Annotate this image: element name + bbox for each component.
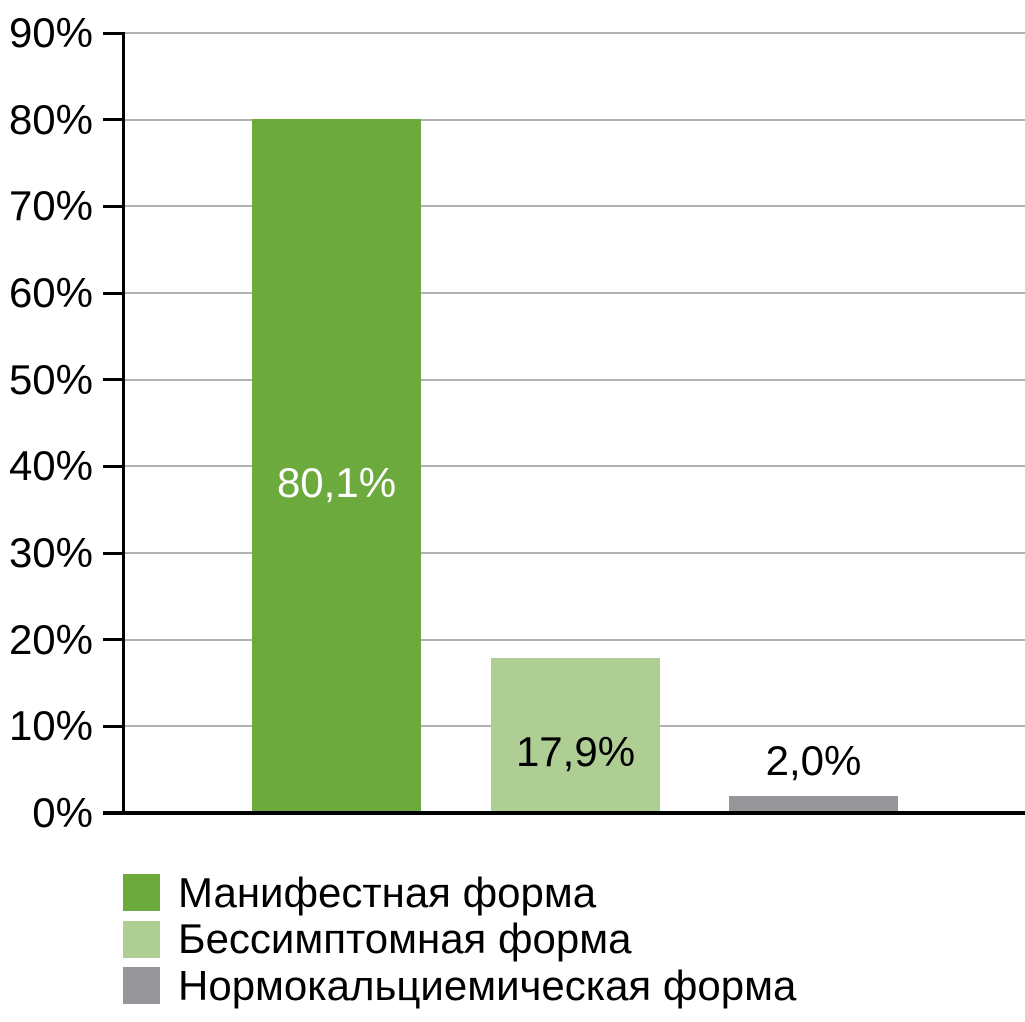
y-axis-tick — [103, 464, 125, 468]
y-axis-tick-label: 0% — [32, 789, 93, 836]
y-axis-tick-label: 40% — [8, 442, 93, 490]
y-axis-tick-label: 80% — [8, 95, 93, 143]
y-axis-tick — [103, 291, 125, 295]
gridline — [125, 205, 1025, 208]
y-axis-tick — [103, 724, 125, 728]
gridline — [125, 638, 1025, 641]
y-axis-tick-label: 50% — [8, 355, 93, 403]
y-axis-tick-label: 90% — [8, 9, 93, 56]
y-axis-tick — [103, 31, 125, 35]
y-axis-line — [122, 32, 125, 814]
gridline — [125, 32, 1025, 34]
bar-value-label: 17,9% — [515, 728, 636, 776]
y-axis-tick — [103, 638, 125, 642]
gridline — [125, 292, 1025, 294]
legend-swatch — [123, 874, 160, 911]
legend-item: Нормокальциемическая форма — [123, 961, 797, 1009]
legend-swatch — [123, 920, 160, 958]
x-axis-line — [103, 811, 1025, 815]
y-axis-tick — [103, 204, 125, 208]
legend-item: Манифестная форма — [123, 868, 597, 916]
y-axis-tick — [103, 118, 125, 122]
gridline — [125, 118, 1025, 121]
legend-label: Нормокальциемическая форма — [178, 961, 797, 1009]
legend-label: Бессимптомная форма — [178, 915, 632, 963]
y-axis-tick-label: 70% — [8, 182, 93, 230]
y-axis-tick — [103, 551, 125, 555]
legend-label: Манифестная форма — [178, 868, 597, 916]
bar-value-label: 2,0% — [765, 736, 862, 784]
legend-swatch — [123, 967, 160, 1005]
y-axis-tick — [103, 378, 125, 382]
y-axis-tick-label: 10% — [8, 702, 93, 750]
bar-3 — [729, 795, 898, 813]
gridline — [125, 552, 1025, 554]
bar-2 — [491, 657, 660, 813]
y-axis-tick-label: 30% — [8, 529, 93, 576]
y-axis-tick-label: 20% — [8, 615, 93, 663]
legend-item: Бессимптомная форма — [123, 915, 632, 963]
gridline — [125, 465, 1025, 468]
bar-value-label: 80,1% — [276, 458, 397, 506]
gridline — [125, 378, 1025, 381]
bar-1 — [252, 118, 421, 813]
y-axis-tick-label: 60% — [8, 269, 93, 316]
